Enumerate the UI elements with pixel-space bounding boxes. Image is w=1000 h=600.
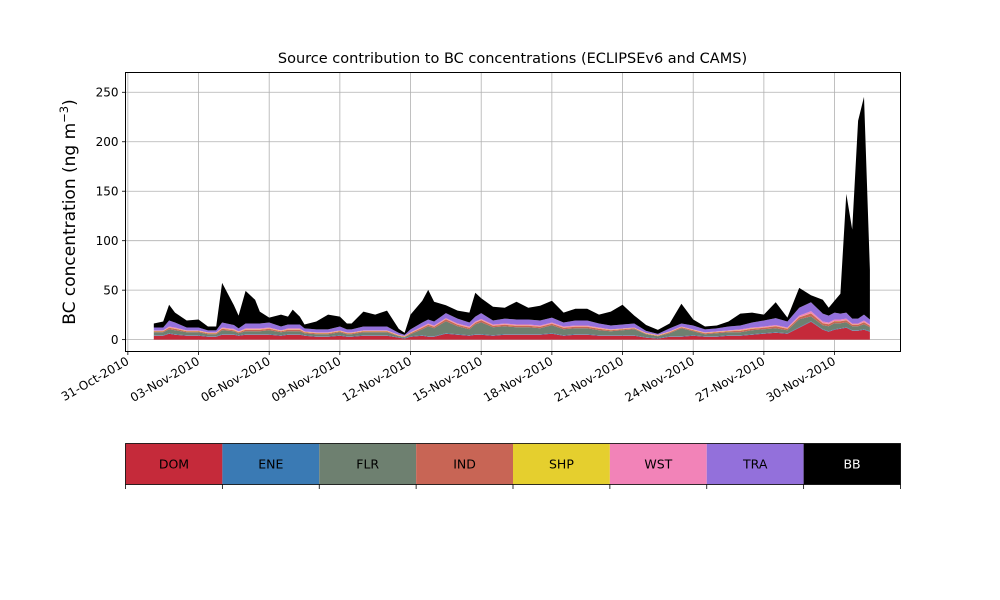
legend-label-shp: SHP	[549, 457, 574, 472]
x-tick-label: 30-Nov-2010	[764, 354, 838, 405]
x-axis: 31-Oct-201003-Nov-201006-Nov-201009-Nov-…	[59, 351, 838, 405]
legend-label-dom: DOM	[159, 457, 189, 472]
legend-swatch-bb	[803, 443, 901, 485]
y-tick-label: 150	[96, 185, 119, 199]
area-tra	[153, 302, 870, 336]
x-tick-label: 06-Nov-2010	[199, 354, 273, 405]
legend-label-wst: WST	[644, 457, 672, 472]
x-tick-label: 09-Nov-2010	[269, 354, 343, 405]
x-tick-label: 27-Nov-2010	[693, 354, 767, 405]
legend-swatch-ene	[222, 443, 320, 485]
legend-label-tra: TRA	[742, 457, 768, 472]
y-axis-label-prefix: BC concentration (ng m	[60, 123, 80, 325]
area-flr	[153, 316, 870, 339]
x-tick-label: 21-Nov-2010	[552, 354, 626, 405]
y-tick-label: 250	[96, 86, 119, 100]
y-tick-label: 100	[96, 234, 119, 248]
legend-swatch-shp	[513, 443, 610, 485]
x-tick-label: 24-Nov-2010	[623, 354, 697, 405]
chart-title: Source contribution to BC concentrations…	[278, 51, 747, 67]
legend-label-bb: BB	[843, 457, 860, 472]
legend-swatch-wst	[609, 443, 707, 485]
legend-label-ene: ENE	[258, 457, 283, 472]
y-tick-label: 200	[96, 135, 119, 149]
y-axis-label-suffix: )	[60, 99, 80, 106]
y-axis-label: BC concentration (ng m−3)	[57, 99, 80, 325]
area-dom	[153, 321, 870, 340]
x-tick-label: 15-Nov-2010	[411, 354, 485, 405]
x-tick-label: 18-Nov-2010	[481, 354, 555, 405]
x-tick-label: 03-Nov-2010	[128, 354, 202, 405]
stacked-areas	[153, 96, 870, 340]
legend-label-ind: IND	[453, 457, 476, 472]
legend-swatch-ind	[416, 443, 513, 485]
legend-label-flr: FLR	[356, 457, 379, 472]
legend-frame	[125, 443, 901, 485]
legend-swatch-dom	[125, 443, 223, 485]
legend-colorbar: DOM ENE FLR IND SHP WST TRA BB	[125, 443, 901, 489]
x-tick-label: 31-Oct-2010	[59, 354, 131, 404]
x-tick-label: 12-Nov-2010	[340, 354, 414, 405]
y-axis: 0 50 100 150 200 250	[96, 86, 126, 347]
y-tick-label: 0	[111, 333, 119, 347]
area-bb	[153, 96, 870, 335]
y-tick-label: 50	[103, 283, 118, 297]
legend-swatch-tra	[706, 443, 804, 485]
y-axis-label-exponent: −3	[57, 106, 71, 123]
plot-frame	[125, 72, 901, 352]
legend-swatch-flr	[319, 443, 417, 485]
